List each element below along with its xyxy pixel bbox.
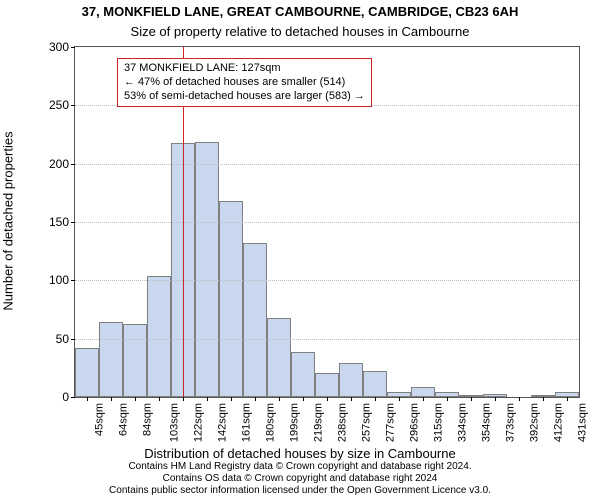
xtick-label: 257sqm xyxy=(361,403,373,442)
annotation-line2: ← 47% of detached houses are smaller (51… xyxy=(124,76,365,90)
gridline-h xyxy=(75,222,579,223)
xtick-mark xyxy=(351,397,352,401)
xtick-mark xyxy=(183,397,184,401)
xtick-label: 199sqm xyxy=(289,403,301,442)
xtick-mark xyxy=(207,397,208,401)
xtick-mark xyxy=(495,397,496,401)
annotation-box: 37 MONKFIELD LANE: 127sqm ← 47% of detac… xyxy=(117,58,372,107)
y-axis-label: Number of detached properties xyxy=(1,131,16,310)
xtick-label: 334sqm xyxy=(457,403,469,442)
xtick-label: 277sqm xyxy=(385,403,397,442)
xtick-mark xyxy=(423,397,424,401)
xtick-label: 219sqm xyxy=(313,403,325,442)
histogram-bar xyxy=(99,322,123,397)
xtick-mark xyxy=(87,397,88,401)
xtick-label: 45sqm xyxy=(94,403,106,436)
xtick-label: 122sqm xyxy=(193,403,205,442)
xtick-label: 412sqm xyxy=(553,403,565,442)
x-axis-label: Distribution of detached houses by size … xyxy=(0,446,600,461)
xtick-mark xyxy=(159,397,160,401)
ytick-mark xyxy=(71,222,75,223)
xtick-mark xyxy=(231,397,232,401)
histogram-bar xyxy=(315,373,339,398)
ytick-label: 150 xyxy=(49,215,69,229)
histogram-bar xyxy=(147,276,171,397)
ytick-mark xyxy=(71,47,75,48)
xtick-mark xyxy=(327,397,328,401)
ytick-mark xyxy=(71,339,75,340)
xtick-label: 84sqm xyxy=(142,403,154,436)
xtick-label: 161sqm xyxy=(241,403,253,442)
xtick-mark xyxy=(375,397,376,401)
ytick-label: 50 xyxy=(56,332,69,346)
attribution-footer: Contains HM Land Registry data © Crown c… xyxy=(0,461,600,497)
histogram-bar xyxy=(195,142,219,398)
histogram-bar xyxy=(243,243,267,397)
ytick-label: 250 xyxy=(49,98,69,112)
xtick-label: 142sqm xyxy=(217,403,229,442)
annotation-line1: 37 MONKFIELD LANE: 127sqm xyxy=(124,62,365,76)
xtick-label: 180sqm xyxy=(265,403,277,442)
xtick-mark xyxy=(279,397,280,401)
histogram-bar xyxy=(339,363,363,397)
xtick-label: 431sqm xyxy=(577,403,589,442)
xtick-mark xyxy=(111,397,112,401)
gridline-h xyxy=(75,280,579,281)
xtick-mark xyxy=(519,397,520,401)
xtick-label: 354sqm xyxy=(481,403,493,442)
xtick-label: 373sqm xyxy=(505,403,517,442)
histogram-bar xyxy=(267,318,291,397)
xtick-mark xyxy=(303,397,304,401)
xtick-label: 392sqm xyxy=(529,403,541,442)
xtick-label: 103sqm xyxy=(169,403,181,442)
xtick-mark xyxy=(399,397,400,401)
ytick-mark xyxy=(71,280,75,281)
gridline-h xyxy=(75,164,579,165)
footer-line2: Contains OS data © Crown copyright and d… xyxy=(0,473,600,485)
xtick-label: 64sqm xyxy=(118,403,130,436)
xtick-label: 296sqm xyxy=(409,403,421,442)
histogram-bar xyxy=(363,371,387,397)
ytick-label: 0 xyxy=(62,390,69,404)
xtick-mark xyxy=(447,397,448,401)
xtick-mark xyxy=(567,397,568,401)
ytick-mark xyxy=(71,105,75,106)
histogram-bar xyxy=(75,348,99,397)
annotation-line3: 53% of semi-detached houses are larger (… xyxy=(124,90,365,104)
ytick-mark xyxy=(71,397,75,398)
histogram-bar xyxy=(291,352,315,398)
histogram-bar xyxy=(411,387,435,398)
xtick-mark xyxy=(135,397,136,401)
histogram-bar xyxy=(123,324,147,398)
footer-line3: Contains public sector information licen… xyxy=(0,485,600,497)
histogram-bar xyxy=(219,201,243,397)
ytick-mark xyxy=(71,164,75,165)
gridline-h xyxy=(75,339,579,340)
xtick-mark xyxy=(543,397,544,401)
ytick-label: 200 xyxy=(49,157,69,171)
xtick-label: 238sqm xyxy=(337,403,349,442)
ytick-label: 100 xyxy=(49,273,69,287)
xtick-mark xyxy=(471,397,472,401)
footer-line1: Contains HM Land Registry data © Crown c… xyxy=(0,461,600,473)
xtick-mark xyxy=(255,397,256,401)
chart-title-main: 37, MONKFIELD LANE, GREAT CAMBOURNE, CAM… xyxy=(0,4,600,19)
xtick-label: 315sqm xyxy=(433,403,445,442)
ytick-label: 300 xyxy=(49,40,69,54)
chart-title-sub: Size of property relative to detached ho… xyxy=(0,24,600,39)
